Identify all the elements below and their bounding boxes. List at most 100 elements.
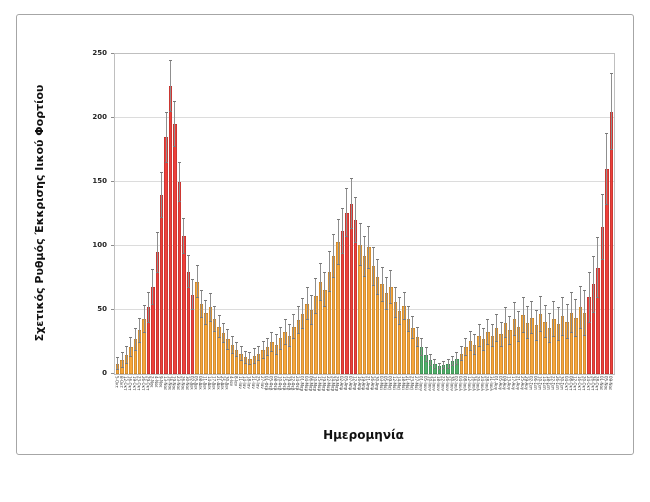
bar [327,271,331,374]
x-tick-label: 09-Αυγ [502,376,508,390]
bar-slot [459,54,464,374]
x-tick-label: 21-Μαϊ [405,376,411,390]
bar [494,327,499,374]
bar-slot [433,54,437,374]
whisker-cap-top [464,338,468,340]
whisker-cap-bottom [292,338,296,340]
x-tick-label: 8-Ιαν [233,376,239,387]
bar [239,353,243,374]
whisker-cap-top [508,316,512,318]
x-tick-label: 05-Δεκ [193,376,199,390]
x-tick-label: 21-Δεκ [215,376,221,390]
whisker-cap-bottom [191,309,195,310]
whisker-cap-bottom [503,337,507,339]
bar [605,169,609,374]
y-tick-label: 50 [97,304,107,313]
whisker-cap-bottom [609,149,613,150]
bar-slot [499,54,503,374]
x-tick-label: 16-Απρ [356,376,362,391]
bar-slot [314,54,318,374]
x-tick-label: 19-Νοε [171,376,177,391]
whisker-cap-bottom [279,348,283,350]
whisker-cap-bottom [578,328,582,330]
whisker-cap-top [164,111,168,113]
x-tick-label: 16-Νοε [167,376,173,391]
whisker-cap-top [318,262,322,264]
whisker-cap-bottom [288,346,292,348]
whisker-cap-top [384,276,388,278]
whisker-cap-bottom [534,339,538,341]
bar [349,203,353,374]
bar-slot [600,54,605,374]
bar-slot [327,54,331,374]
whisker-cap-top [239,345,243,347]
gridline [115,181,614,182]
bar [358,244,362,374]
error-whisker [486,318,490,345]
whisker-cap-bottom [314,312,318,314]
whisker-cap-bottom [393,316,397,318]
x-tick-label: 30-Νοε [184,376,190,391]
y-tick-label: 0 [102,368,107,377]
x-tick-label: 29-Αυγ [524,376,530,390]
x-tick-label: 23-Νοε [176,376,182,391]
error-whisker [160,171,164,218]
whisker-cap-top [323,271,327,273]
whisker-cap-top [393,286,397,288]
error-whisker [116,357,120,371]
whisker-cap-bottom [473,353,477,355]
x-tick-label: 10-Φεβ [277,376,283,391]
whisker-cap-bottom [160,216,164,218]
bar [151,286,155,374]
whisker-cap-top [477,324,481,326]
error-whisker [442,361,446,369]
bar [177,182,182,374]
whisker-cap-bottom [186,287,190,289]
x-tick-label: 26-Ιουν [444,376,450,391]
bar-slot [345,54,349,374]
whisker-cap-bottom [274,353,278,355]
bar-slot [151,54,155,374]
bar-slot [543,54,547,374]
whisker-cap-top [195,265,199,267]
bar [384,293,389,374]
whisker-cap-top [587,271,591,273]
whisker-cap-top [499,321,503,323]
whisker-cap-top [155,231,159,233]
error-whisker [243,350,247,364]
error-whisker [376,258,380,295]
x-tick-label: 12-Ιουλ [466,376,472,391]
bar [472,344,477,374]
bar [226,339,230,374]
whisker-cap-top [147,292,151,294]
whisker-cap-bottom [310,324,314,326]
whisker-cap-top [120,352,124,354]
bar [129,347,133,374]
error-whisker [147,292,151,323]
error-whisker [138,317,142,344]
x-tick-label: 19-Οκτ [132,376,138,391]
whisker-cap-bottom [530,333,534,335]
whisker-cap-top [530,301,534,303]
x-tick-label: 30-Απρ [374,376,380,391]
whisker-cap-top [235,342,239,344]
x-tick-label: 18-Σεπ [546,376,552,390]
whisker-cap-bottom [495,341,499,342]
bar [424,354,428,374]
whisker-cap-bottom [235,356,239,358]
whisker-cap-top [407,306,411,308]
whisker-cap-top [221,322,225,324]
whisker-cap-bottom [486,343,490,345]
bar-slot [186,54,190,374]
error-whisker [266,338,270,357]
whisker-cap-bottom [173,146,177,148]
bar [596,267,600,374]
error-whisker [296,306,300,335]
x-tick-label: 08-Οκτ [568,376,574,391]
error-whisker [578,285,582,330]
whisker-cap-bottom [133,349,137,351]
bar-slot [142,54,146,374]
bar-slot [442,54,446,374]
bar [464,347,468,374]
whisker-cap-top [142,304,146,306]
